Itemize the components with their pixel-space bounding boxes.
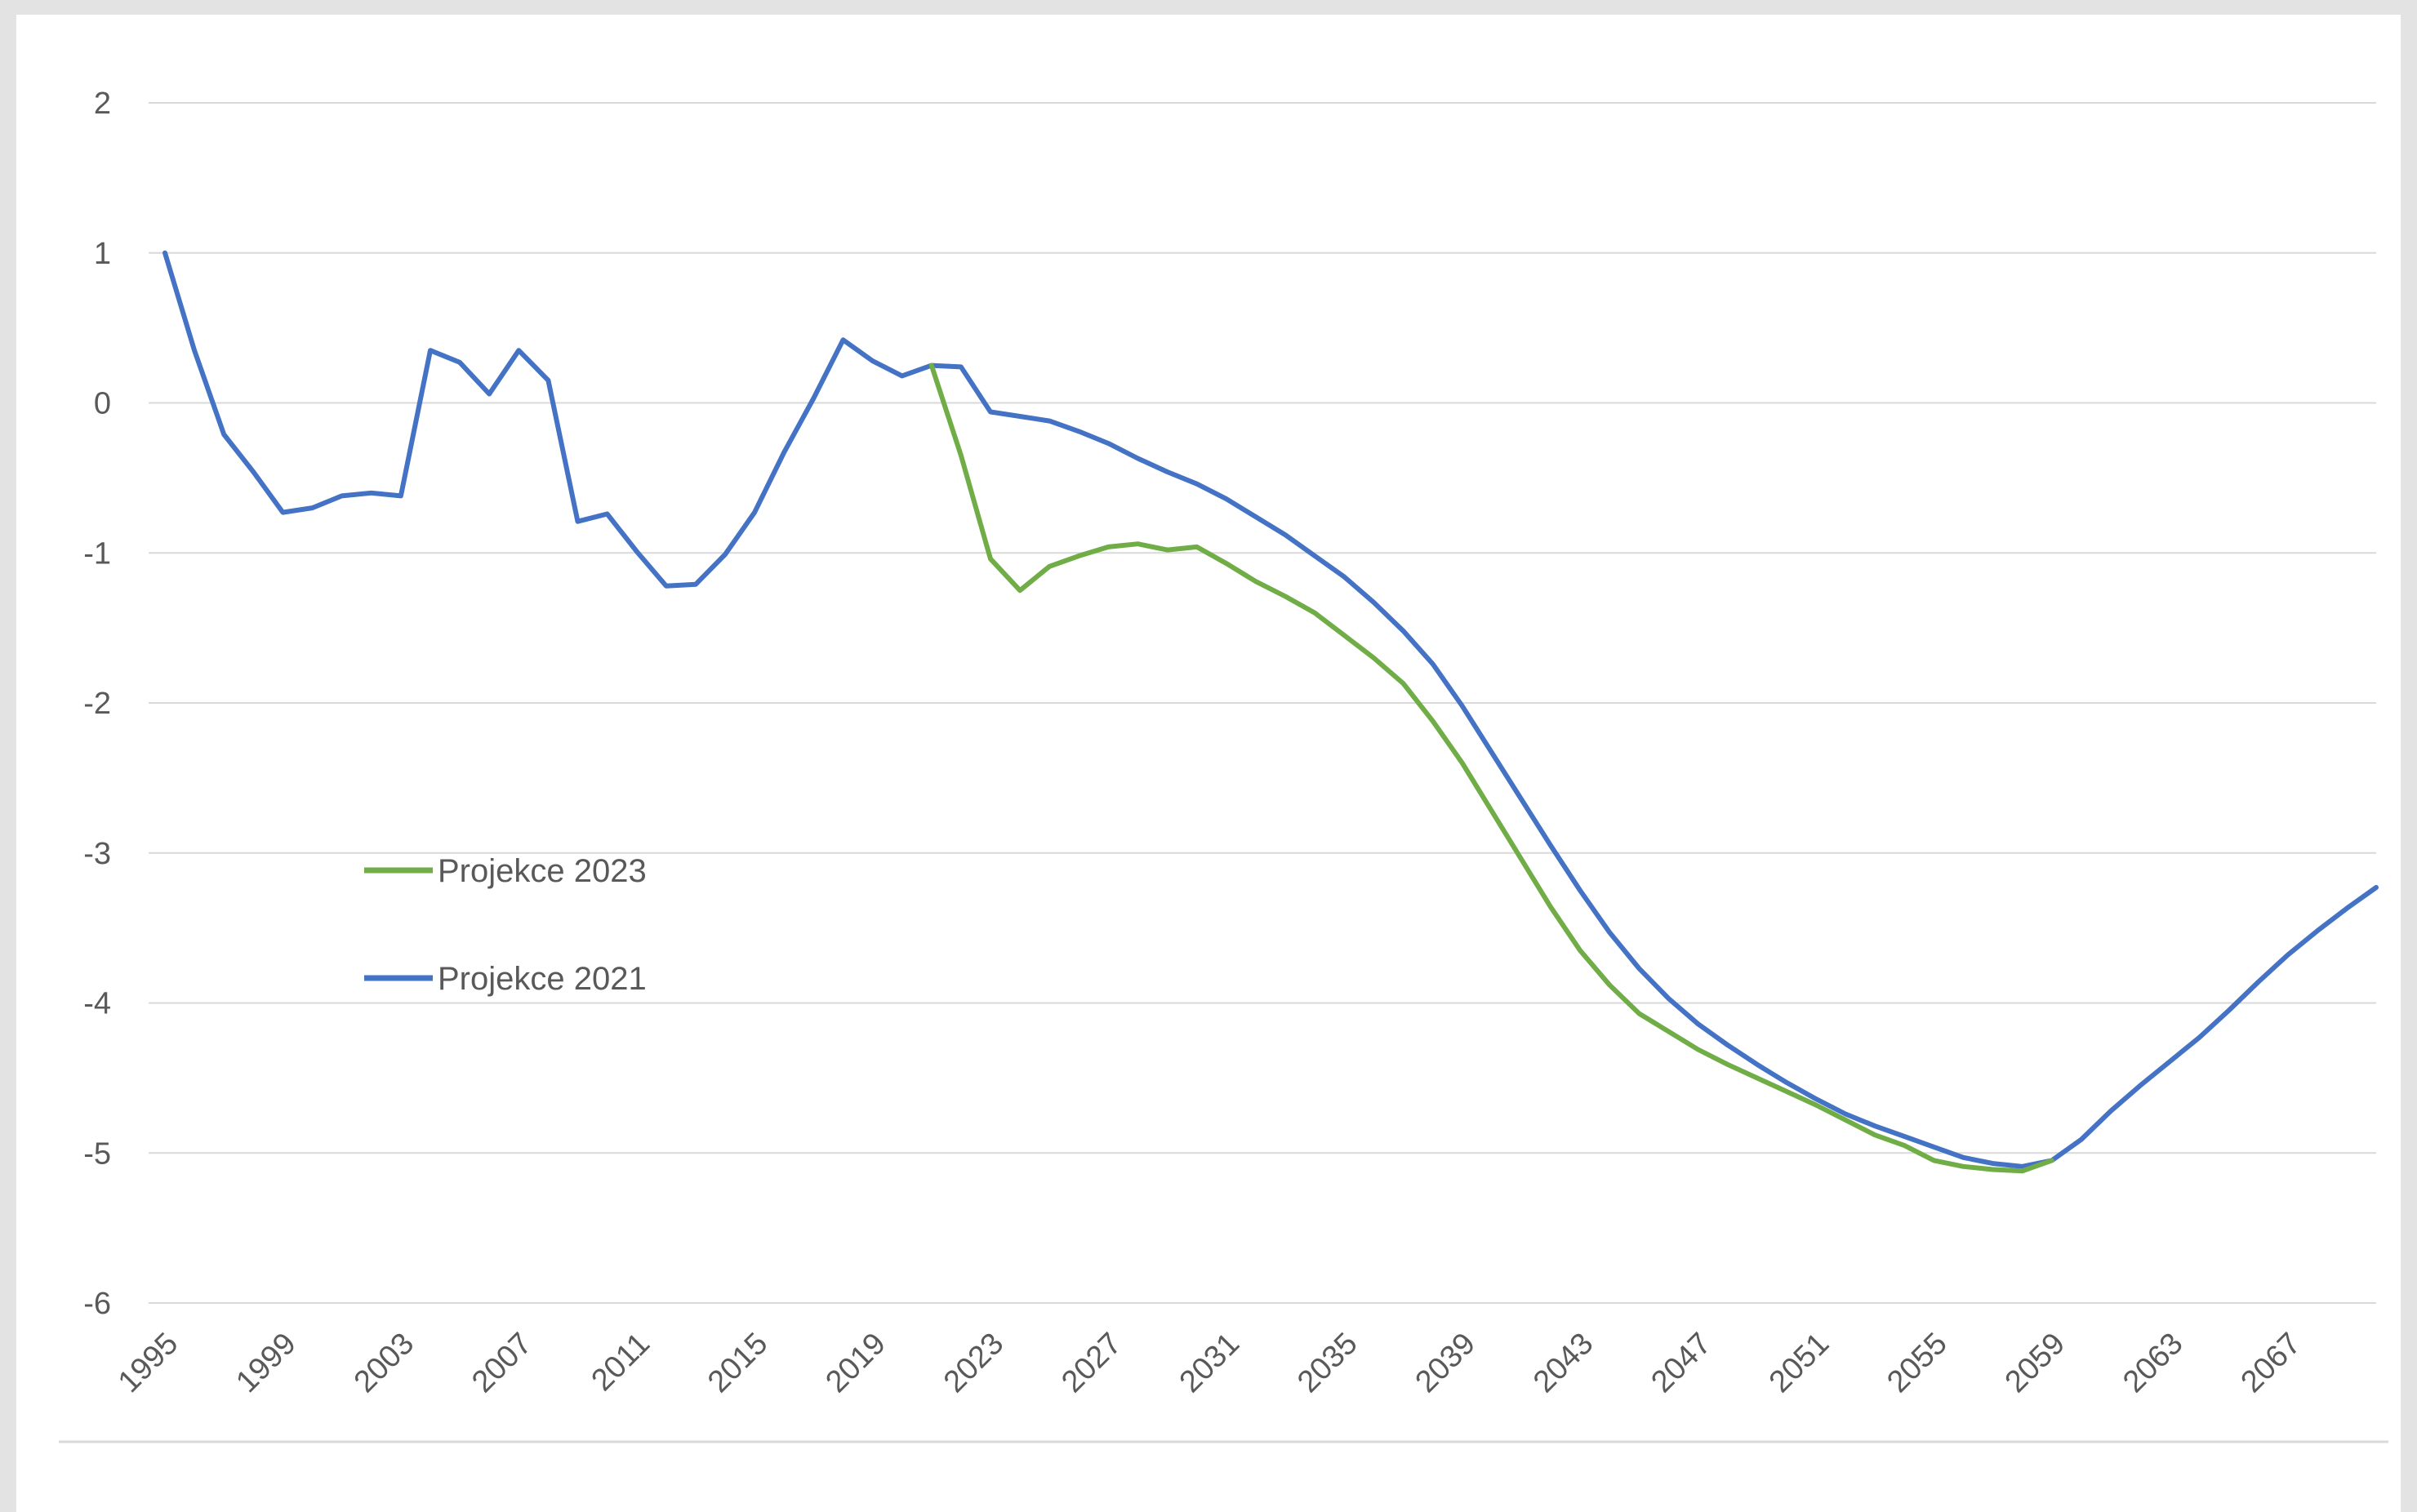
series-lines	[162, 250, 2379, 1174]
x-tick-label: 2007	[465, 1327, 538, 1399]
x-tick-label: 2035	[1291, 1327, 1364, 1399]
x-tick-label: 1999	[229, 1327, 302, 1399]
x-tick-label: 2003	[348, 1327, 421, 1399]
line-chart: 2 1 0 -1 -2 -3 -4 -5 -6 1995 1999 2003 2007 2011 2015…	[59, 87, 2388, 1443]
x-tick-label: 2059	[1999, 1327, 2072, 1399]
x-tick-label: 1995	[112, 1327, 185, 1399]
x-tick-label: 2043	[1527, 1327, 1600, 1399]
x-tick-label: 2031	[1173, 1327, 1246, 1399]
y-tick-label: 0	[94, 387, 111, 421]
y-tick-label: -1	[83, 536, 111, 571]
y-tick-label: -6	[83, 1287, 111, 1321]
x-tick-label: 2019	[819, 1327, 892, 1399]
legend: Projekce 2023 Projekce 2021	[364, 853, 647, 997]
series-line-0	[928, 362, 2054, 1174]
y-tick-label: -3	[83, 837, 111, 871]
x-tick-label: 2047	[1645, 1327, 1717, 1399]
x-tick-label: 2067	[2235, 1327, 2308, 1399]
y-tick-label: 1	[94, 237, 111, 271]
x-tick-label: 2023	[937, 1327, 1010, 1399]
y-axis-tick-labels: 2 1 0 -1 -2 -3 -4 -5 -6	[83, 87, 111, 1321]
x-tick-label: 2063	[2117, 1327, 2189, 1399]
legend-label: Projekce 2021	[438, 961, 647, 997]
legend-label: Projekce 2023	[438, 853, 647, 889]
x-tick-label: 2027	[1055, 1327, 1128, 1399]
y-tick-label: -4	[83, 987, 111, 1021]
x-tick-label: 2055	[1881, 1327, 1953, 1399]
x-tick-label: 2015	[701, 1327, 774, 1399]
series-line-1	[162, 250, 2379, 1169]
x-tick-label: 2051	[1763, 1327, 1836, 1399]
y-tick-label: 2	[94, 87, 111, 121]
x-axis-tick-labels: 1995 1999 2003 2007 2011 2015 2019 2023 2027 2031…	[112, 1327, 2308, 1399]
chart-frame: 2 1 0 -1 -2 -3 -4 -5 -6 1995 1999 2003 2007 2011 2015…	[16, 15, 2401, 1512]
x-tick-label: 2011	[585, 1327, 657, 1398]
y-tick-label: -2	[83, 687, 111, 721]
x-tick-label: 2039	[1409, 1327, 1482, 1399]
gridlines	[149, 102, 2376, 1304]
y-tick-label: -5	[83, 1136, 111, 1171]
